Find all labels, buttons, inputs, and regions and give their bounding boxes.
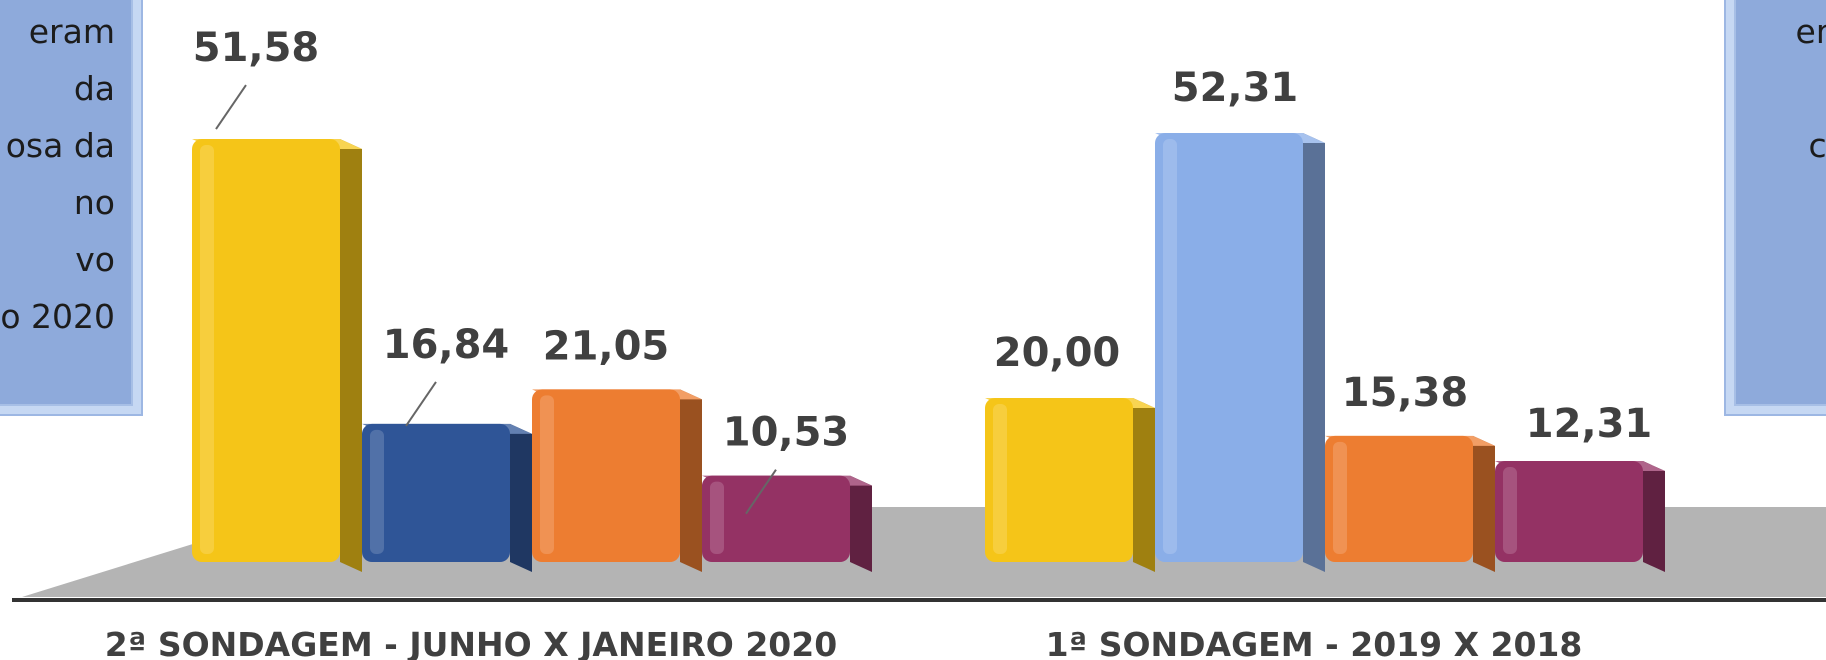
bar — [192, 139, 340, 562]
bar-side — [1473, 435, 1495, 572]
bar-side — [510, 423, 532, 572]
bar-shine — [1503, 467, 1517, 554]
value-label: 21,05 — [543, 323, 670, 369]
bar — [1495, 461, 1643, 562]
bar-side — [680, 389, 702, 572]
bar — [985, 398, 1133, 562]
left-panel-line: no — [73, 183, 115, 222]
bar-side — [1133, 398, 1155, 572]
bar-shine — [200, 145, 214, 554]
bar — [532, 389, 680, 562]
value-label: 52,31 — [1172, 65, 1299, 111]
bar — [1155, 133, 1303, 563]
bar-shine — [710, 481, 724, 554]
category-label: 2ª SONDAGEM - JUNHO X JANEIRO 2020 — [105, 625, 837, 660]
value-label: 15,38 — [1342, 370, 1469, 416]
bar — [362, 423, 510, 562]
right-panel-line: capa — [1808, 126, 1826, 165]
value-label: 16,84 — [383, 322, 510, 368]
left-text-panel: eram da osa da no vo o 2020 — [0, 0, 141, 414]
bar-side — [1303, 133, 1325, 573]
leader-line — [405, 381, 437, 427]
left-panel-line: da — [73, 69, 115, 108]
category-label: 1ª SONDAGEM - 2019 X 2018 — [1046, 625, 1583, 660]
bar-side — [340, 139, 362, 572]
right-text-panel: em e capa — [1726, 0, 1826, 414]
bar-side — [1643, 461, 1665, 572]
value-label: 20,00 — [994, 330, 1121, 376]
bar-shine — [370, 429, 384, 554]
bar-shine — [1163, 139, 1177, 555]
bar-side — [850, 475, 872, 572]
left-panel-line: vo — [75, 240, 115, 279]
bar — [702, 475, 850, 562]
leader-line — [215, 84, 247, 130]
value-label: 51,58 — [193, 25, 320, 71]
value-label: 12,31 — [1526, 401, 1653, 447]
right-panel-line: em — [1795, 12, 1826, 51]
left-panel-line: eram — [28, 12, 115, 51]
value-label: 10,53 — [723, 410, 850, 456]
left-panel-line: osa da — [5, 126, 115, 165]
bar-shine — [1333, 441, 1347, 554]
bar-shine — [540, 395, 554, 554]
leader-line — [745, 469, 777, 515]
bar — [1325, 435, 1473, 562]
left-panel-line: o 2020 — [0, 297, 115, 336]
bar-shine — [993, 404, 1007, 554]
